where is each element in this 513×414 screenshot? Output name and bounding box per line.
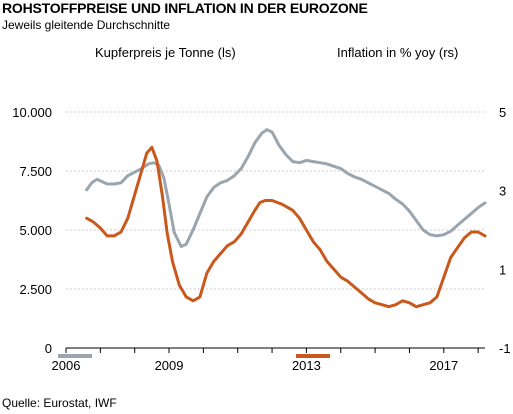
chart-title: ROHSTOFFPREISE UND INFLATION IN DER EURO…: [2, 0, 368, 16]
left-y-tick-label: 7.500: [19, 164, 52, 179]
left-y-tick-label: 0: [45, 341, 52, 356]
x-tick-label: 2006: [52, 358, 81, 373]
right-y-tick-label: 3: [499, 184, 506, 199]
series-line-copper: [85, 128, 487, 248]
right-axis-label: Inflation in % yoy (rs): [337, 45, 459, 60]
series-lines: [85, 128, 487, 309]
right-y-tick-labels: -1 1 3 5: [499, 105, 511, 356]
right-y-tick-label: -1: [499, 341, 511, 356]
left-axis-label: Kupferpreis je Tonne (ls): [95, 45, 236, 60]
series-line-inflation: [85, 145, 487, 309]
left-y-tick-label: 10.000: [12, 105, 52, 120]
left-y-tick-label: 2.500: [19, 282, 52, 297]
x-tick-label: 2017: [429, 358, 458, 373]
left-y-tick-labels: 0 2.500 5.000 7.500 10.000: [12, 105, 52, 356]
x-tick-label: 2009: [155, 358, 184, 373]
left-y-tick-label: 5.000: [19, 223, 52, 238]
right-y-tick-label: 5: [499, 105, 506, 120]
x-tick-label: 2013: [292, 358, 321, 373]
gridlines: [66, 111, 485, 290]
chart-subtitle: Jeweils gleitende Durchschnitte: [2, 18, 171, 32]
source-note: Quelle: Eurostat, IWF: [2, 396, 117, 410]
right-y-tick-label: 1: [499, 262, 506, 277]
x-axis: 2006 2009 2013 2017: [52, 347, 485, 373]
